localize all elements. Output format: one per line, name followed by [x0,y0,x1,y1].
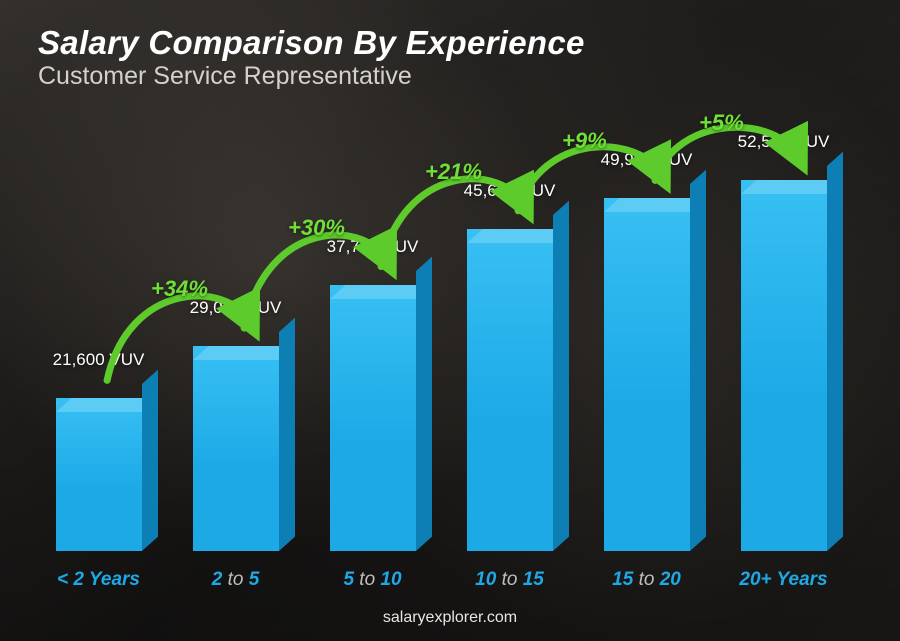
increase-pct-label: +5% [699,110,744,136]
bar-front-face [193,346,279,551]
x-axis-label: 10 to 15 [453,569,566,591]
chart-container: Salary Comparison By Experience Customer… [0,0,900,641]
bar-side-face [142,370,158,551]
bar-value-label: 52,500 VUV [738,132,830,152]
x-axis-label: < 2 Years [42,569,155,591]
bar-front-face [741,180,827,551]
bar-side-face [279,318,295,551]
x-axis-label: 15 to 20 [590,569,703,591]
increase-pct-label: +9% [562,128,607,154]
x-axis-label: 20+ Years [727,569,840,591]
footer-attribution: salaryexplorer.com [0,609,900,627]
bar [193,346,279,551]
bar-chart: 21,600 VUV 29,000 VUV 37,700 VUV 45,600 … [42,120,840,591]
increase-pct-label: +21% [425,159,482,185]
increase-pct-label: +34% [151,276,208,302]
bar-front-face [330,285,416,551]
bar-side-face [690,170,706,551]
bar-front-face [56,398,142,551]
bar-slot: 29,000 VUV [179,120,292,551]
bar-side-face [827,152,843,551]
x-axis-label: 2 to 5 [179,569,292,591]
bar-slot: 49,900 VUV [590,120,703,551]
x-axis-labels: < 2 Years 2 to 5 5 to 10 10 to 15 15 to 20 20… [42,569,840,591]
bar [467,229,553,551]
bar [741,180,827,551]
bar-front-face [604,198,690,551]
bar-slot: 21,600 VUV [42,120,155,551]
page-title: Salary Comparison By Experience [38,24,585,62]
bar-side-face [553,200,569,551]
bar-slot: 52,500 VUV [727,120,840,551]
subtitle: Customer Service Representative [38,62,412,91]
bar-slot: 37,700 VUV [316,120,429,551]
bar [56,398,142,551]
bar-value-label: 49,900 VUV [601,150,693,170]
increase-pct-label: +30% [288,215,345,241]
x-axis-label: 5 to 10 [316,569,429,591]
bar-side-face [416,256,432,551]
bar [604,198,690,551]
bar-value-label: 21,600 VUV [53,350,145,370]
bar [330,285,416,551]
bar-front-face [467,229,553,551]
